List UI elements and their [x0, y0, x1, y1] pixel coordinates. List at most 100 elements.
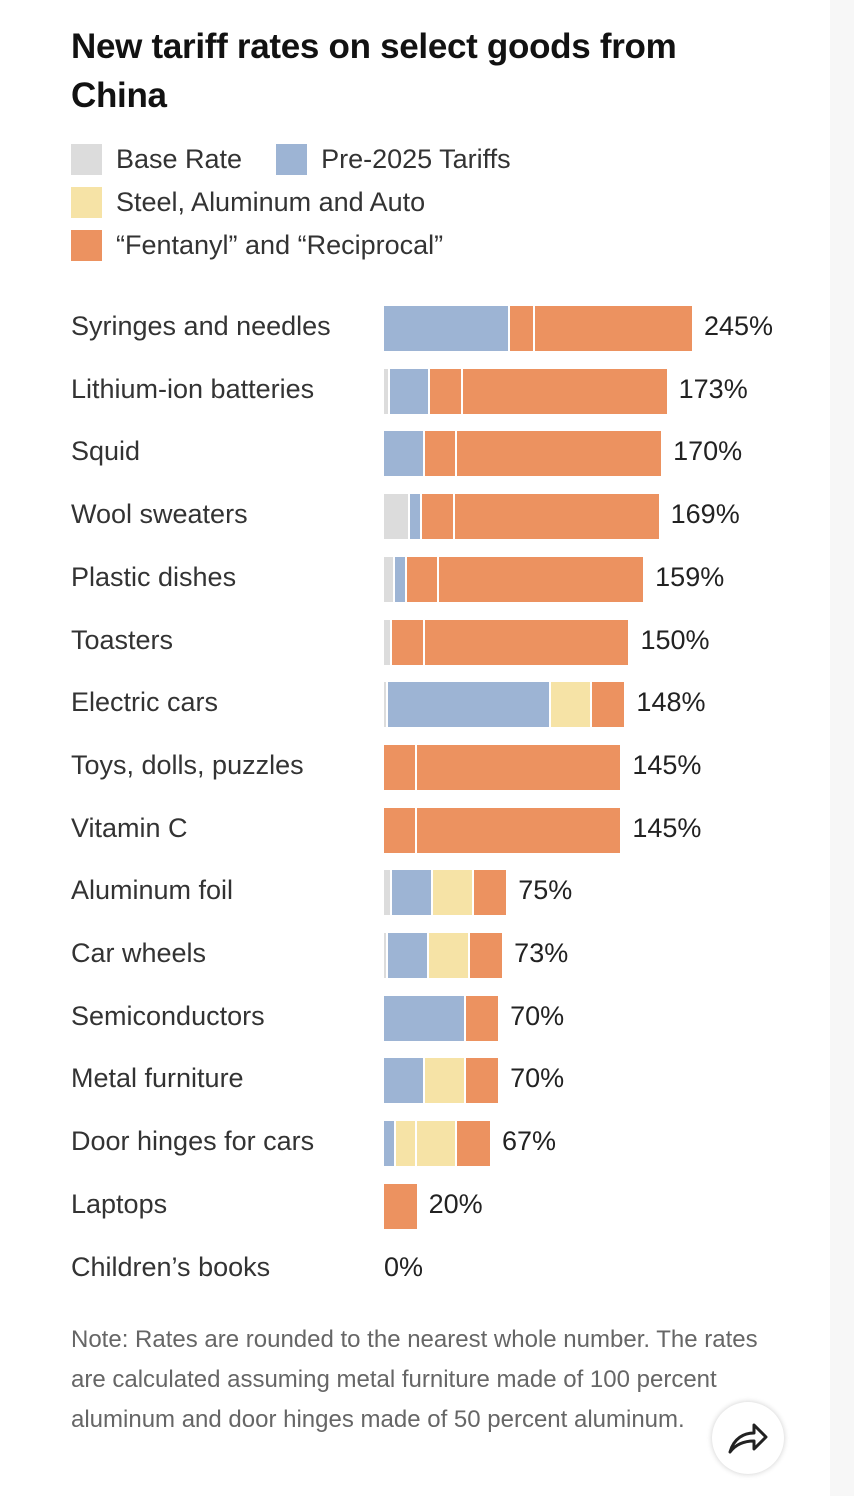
stacked-bar: [384, 494, 659, 540]
category-label: Vitamin C: [71, 812, 188, 843]
bar-segment-steel: [551, 682, 592, 728]
bar-row: Wool sweaters 169%: [0, 493, 854, 540]
bar-row: Semiconductors 70%: [0, 995, 854, 1041]
bar-segment-pre2025: [388, 682, 552, 728]
bar-row: Plastic dishes 159%: [0, 556, 854, 602]
bar-segment-fentanyl: [473, 870, 507, 916]
bar-segment-fentanyl: [416, 807, 621, 853]
bar-segment-pre2025: [389, 368, 431, 414]
bar-row: Toasters 150%: [0, 619, 854, 665]
bar-row: Children’s books 0%: [0, 1246, 854, 1292]
legend-swatch-base: [71, 144, 102, 175]
bar-segment-fentanyl: [384, 1183, 417, 1229]
category-label: Semiconductors: [71, 1000, 265, 1031]
value-label: 159%: [655, 561, 725, 592]
bar-segment-steel: [424, 1058, 466, 1104]
value-label: 20%: [428, 1188, 483, 1219]
category-label: Aluminum foil: [71, 875, 234, 906]
category-label: Children’s books: [71, 1251, 271, 1282]
value-label: 245%: [704, 311, 774, 341]
stacked-bar: [384, 306, 692, 351]
stacked-bar: [384, 870, 507, 916]
value-label: 148%: [636, 687, 706, 718]
bar-segment-fentanyl: [465, 1058, 499, 1104]
bar-segment-base: [384, 619, 393, 665]
stacked-bar: [384, 682, 625, 728]
value-label: 70%: [510, 1063, 565, 1094]
value-label: 170%: [673, 436, 743, 467]
stacked-bar: [384, 619, 629, 665]
bar-segment-base: [384, 870, 393, 916]
stacked-bar: [384, 807, 621, 853]
bar-segment-pre2025: [388, 933, 429, 978]
bar-row: Electric cars 148%: [0, 681, 854, 728]
legend-label: Base Rate: [116, 144, 243, 174]
legend-swatch-fentanyl: [71, 230, 102, 261]
bar-segment-fentanyl: [392, 619, 425, 665]
bar-segment-base: [384, 556, 395, 602]
legend-item-steel: Steel, Aluminum and Auto: [71, 187, 425, 218]
bar-segment-fentanyl: [430, 368, 463, 414]
bar-segment-base: [384, 682, 389, 728]
bar-segment-fentanyl: [591, 682, 625, 728]
legend-swatch-pre2025: [276, 144, 308, 175]
stacked-bar: [384, 744, 621, 790]
legend-item-base: Base Rate: [71, 144, 242, 175]
bar-segment-pre2025: [384, 995, 466, 1041]
page-edge: [830, 0, 854, 1496]
bar-row: Car wheels 73%: [0, 932, 854, 978]
bar-row: Metal furniture 70%: [0, 1057, 854, 1104]
value-label: 169%: [670, 499, 740, 530]
value-label: 70%: [510, 1000, 565, 1031]
bar-segment-fentanyl: [406, 556, 440, 602]
bar-row: Aluminum foil 75%: [0, 869, 854, 916]
stacked-bar: [384, 1058, 499, 1104]
bar-segment-fentanyl: [439, 556, 644, 602]
legend-label: “Fentanyl” and “Reciprocal”: [116, 230, 444, 260]
bar-segment-fentanyl: [384, 807, 417, 853]
bar-segment-fentanyl: [457, 431, 662, 477]
share-button[interactable]: [712, 1402, 784, 1474]
bar-segment-fentanyl: [424, 619, 629, 665]
bar-segment-steel: [428, 933, 470, 978]
chart-note: Note: Rates are rounded to the nearest w…: [71, 1326, 758, 1433]
bar-segment-fentanyl: [384, 744, 417, 790]
bar-segment-fentanyl: [534, 306, 692, 351]
bar-segment-base: [384, 933, 389, 978]
category-label: Door hinges for cars: [71, 1126, 315, 1157]
bar-segment-base: [384, 368, 390, 414]
bar-segment-pre2025: [392, 870, 433, 916]
value-label: 75%: [518, 875, 573, 906]
legend: Base Rate Pre-2025 Tariffs Steel, Alumin…: [71, 138, 545, 267]
bar-row: Door hinges for cars 67%: [0, 1120, 854, 1167]
stacked-bar: [384, 431, 662, 477]
bar-segment-pre2025: [410, 494, 423, 540]
bar-row: Syringes and needles 245%: [0, 305, 854, 351]
bar-segment-pre2025: [384, 306, 510, 351]
stacked-bar: [384, 1183, 417, 1229]
category-label: Syringes and needles: [71, 311, 331, 341]
bar-row: Toys, dolls, puzzles 145%: [0, 744, 854, 790]
category-label: Electric cars: [71, 687, 219, 718]
category-label: Car wheels: [71, 938, 207, 968]
value-label: 173%: [678, 373, 748, 404]
category-label: Metal furniture: [71, 1063, 244, 1094]
category-label: Toys, dolls, puzzles: [71, 749, 304, 780]
bar-segment-fentanyl: [469, 933, 503, 978]
bar-segment-fentanyl: [509, 306, 535, 351]
stacked-bar: [384, 933, 503, 978]
stacked-bar: [384, 368, 667, 414]
bar-row: Vitamin C 145%: [0, 807, 854, 853]
legend-swatch-steel: [71, 187, 102, 218]
bar-segment-steel: [396, 1121, 417, 1167]
value-label: 0%: [384, 1251, 424, 1282]
value-label: 145%: [632, 749, 702, 780]
share-arrow-icon: [728, 1423, 768, 1454]
legend-item-fentanyl: “Fentanyl” and “Reciprocal”: [71, 230, 443, 261]
bar-segment-base: [384, 494, 411, 540]
bar-segment-pre2025: [384, 431, 425, 477]
category-label: Wool sweaters: [71, 499, 248, 530]
category-label: Toasters: [71, 624, 174, 655]
bar-row: Laptops 20%: [0, 1183, 854, 1229]
bar-segment-steel: [432, 870, 474, 916]
